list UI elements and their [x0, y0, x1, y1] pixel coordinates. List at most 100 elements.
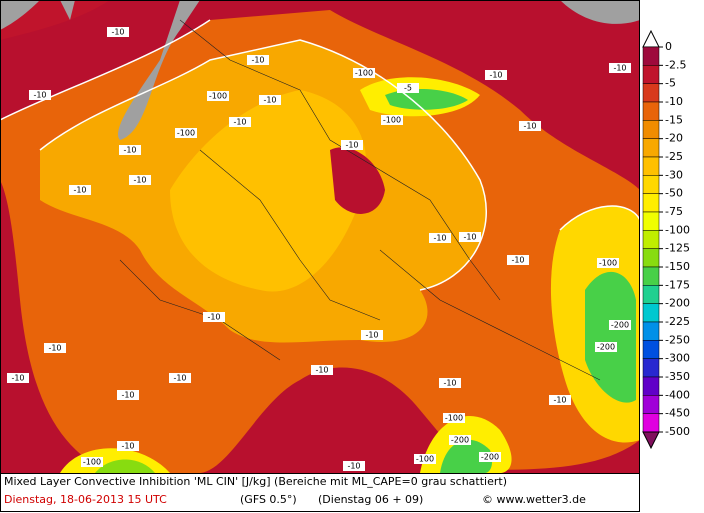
contour-label-box: [259, 95, 281, 105]
legend-swatch: [642, 340, 660, 359]
contour-label-box: [381, 115, 403, 125]
contour-label: -10: [11, 374, 24, 383]
contour-label: -10: [345, 141, 358, 150]
legend-label: -450: [665, 407, 690, 420]
legend-label: -200: [665, 297, 690, 310]
legend-swatch: [642, 138, 660, 158]
contour-label-box: [595, 342, 617, 352]
legend-swatch: [642, 65, 660, 84]
contour-label: -10: [433, 234, 446, 243]
legend-swatch: [642, 358, 660, 378]
legend-label: -500: [665, 425, 690, 438]
contour-label: -100: [599, 259, 617, 268]
contour-label-box: [414, 454, 436, 464]
contour-label: -10: [121, 442, 134, 451]
contour-label: -10: [443, 379, 456, 388]
legend-swatch: [642, 83, 660, 103]
contour-label: -10: [263, 96, 276, 105]
legend-label: -350: [665, 370, 690, 383]
contour-label: -10: [48, 344, 61, 353]
contour-label: -100: [445, 414, 463, 423]
legend: 0 -2.5 -5 -10 -15 -20 -25 -30 -50 -75 -100 -125 -150…: [642, 29, 690, 450]
caption-date: Dienstag, 18-06-2013 15 UTC: [4, 493, 167, 506]
legend-label: -150: [665, 260, 690, 273]
legend-label: -2.5: [665, 58, 686, 71]
legend-label: -400: [665, 388, 690, 401]
contour-label-box: [397, 83, 419, 93]
legend-label: -100: [665, 223, 690, 236]
contour-label: -10: [365, 331, 378, 340]
borders: [119, 19, 601, 381]
contour-label: -10: [347, 462, 360, 471]
contour-label-box: [207, 91, 229, 101]
legend-swatch: [642, 321, 660, 341]
contour-label-box: [175, 128, 197, 138]
contour-line: [0, 19, 641, 291]
contour-label-box: [449, 435, 471, 445]
legend-swatch: [642, 156, 660, 176]
legend-label: -25: [665, 150, 683, 163]
legend-label: -75: [665, 205, 683, 218]
contour-label-box: [361, 330, 383, 340]
contour-label-box: [7, 373, 29, 383]
contour-label: -10: [123, 146, 136, 155]
contour-label: -10: [251, 56, 264, 65]
legend-label: -30: [665, 168, 683, 181]
legend-label: -125: [665, 242, 690, 255]
contour-label-box: [311, 365, 333, 375]
contour-label-box: [343, 461, 365, 471]
field-green-south: [95, 459, 155, 473]
map: [0, 0, 641, 473]
contour-label: -200: [451, 436, 469, 445]
legend-label: -10: [665, 95, 683, 108]
contour-label: -10: [523, 122, 536, 131]
caption-run: (Dienstag 06 + 09): [318, 493, 423, 506]
caption-title: Mixed Layer Convective Inhibition 'ML CI…: [4, 475, 507, 488]
contour-label-box: [247, 55, 269, 65]
legend-arrow-bottom: [642, 431, 660, 450]
contour-label: -10: [207, 313, 220, 322]
contour-label-box: [507, 255, 529, 265]
contour-label-box: [519, 121, 541, 131]
contour-label: -5: [404, 84, 412, 93]
legend-label: -300: [665, 352, 690, 365]
contour-label-box: [203, 312, 225, 322]
contour-label: -100: [355, 69, 373, 78]
legend-swatch: [642, 46, 660, 66]
legend-swatch: [642, 175, 660, 194]
legend-swatch: [642, 101, 660, 121]
field-red-core: [330, 147, 385, 214]
contour-label-box: [341, 140, 363, 150]
contour-label: -10: [613, 64, 626, 73]
legend-swatch: [642, 211, 660, 231]
contour-label-box: [107, 27, 129, 37]
legend-label: -15: [665, 113, 683, 126]
legend-swatch: [642, 303, 660, 323]
legend-swatch: [642, 376, 660, 396]
contour-label-box: [459, 232, 481, 242]
field-green-italy: [440, 439, 493, 473]
legend-label: -250: [665, 333, 690, 346]
contour-label: -100: [209, 92, 227, 101]
contour-label: -200: [611, 321, 629, 330]
legend-label: -50: [665, 187, 683, 200]
legend-swatch: [642, 230, 660, 249]
contour-label-box: [429, 233, 451, 243]
contour-label-box: [81, 457, 103, 467]
contour-label: -10: [463, 233, 476, 242]
contour-label-box: [609, 320, 631, 330]
legend-label: -175: [665, 278, 690, 291]
contour-label-box: [443, 413, 465, 423]
contour-label: -100: [383, 116, 401, 125]
legend-swatch: [642, 285, 660, 304]
contour-label: -10: [111, 28, 124, 37]
contour-label-box: [353, 68, 375, 78]
contour-label: -10: [553, 396, 566, 405]
legend-swatch: [642, 120, 660, 139]
contour-label: -10: [133, 176, 146, 185]
contour-label-box: [485, 70, 507, 80]
contour-label-box: [439, 378, 461, 388]
no-cape-area: [0, 0, 200, 140]
legend-label: -5: [665, 77, 676, 90]
